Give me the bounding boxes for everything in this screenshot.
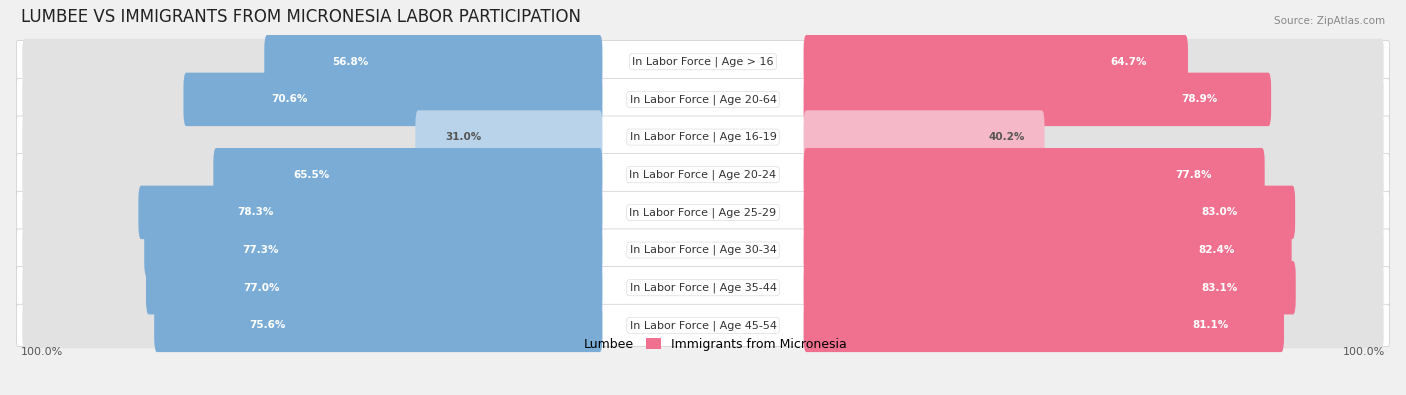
Text: In Labor Force | Age > 16: In Labor Force | Age > 16	[633, 56, 773, 67]
FancyBboxPatch shape	[17, 154, 1389, 196]
FancyBboxPatch shape	[17, 116, 1389, 158]
FancyBboxPatch shape	[811, 76, 1384, 122]
Text: In Labor Force | Age 25-29: In Labor Force | Age 25-29	[630, 207, 776, 218]
Text: In Labor Force | Age 45-54: In Labor Force | Age 45-54	[630, 320, 776, 331]
FancyBboxPatch shape	[17, 78, 1389, 120]
FancyBboxPatch shape	[811, 190, 1384, 235]
Text: 75.6%: 75.6%	[249, 320, 285, 330]
Text: 56.8%: 56.8%	[332, 57, 368, 67]
Text: 78.3%: 78.3%	[238, 207, 274, 217]
FancyBboxPatch shape	[22, 190, 595, 235]
FancyBboxPatch shape	[811, 227, 1384, 273]
FancyBboxPatch shape	[155, 299, 602, 352]
Text: 82.4%: 82.4%	[1198, 245, 1234, 255]
FancyBboxPatch shape	[17, 229, 1389, 271]
FancyBboxPatch shape	[183, 73, 602, 126]
FancyBboxPatch shape	[811, 152, 1384, 198]
FancyBboxPatch shape	[17, 304, 1389, 346]
Text: 77.0%: 77.0%	[243, 283, 280, 293]
Text: 64.7%: 64.7%	[1111, 57, 1147, 67]
Text: In Labor Force | Age 35-44: In Labor Force | Age 35-44	[630, 282, 776, 293]
FancyBboxPatch shape	[804, 223, 1292, 277]
FancyBboxPatch shape	[22, 227, 595, 273]
FancyBboxPatch shape	[264, 35, 602, 88]
FancyBboxPatch shape	[811, 303, 1384, 348]
Text: In Labor Force | Age 20-24: In Labor Force | Age 20-24	[630, 169, 776, 180]
FancyBboxPatch shape	[811, 114, 1384, 160]
Text: 83.1%: 83.1%	[1202, 283, 1239, 293]
FancyBboxPatch shape	[811, 265, 1384, 311]
FancyBboxPatch shape	[22, 303, 595, 348]
FancyBboxPatch shape	[811, 39, 1384, 85]
Text: In Labor Force | Age 30-34: In Labor Force | Age 30-34	[630, 245, 776, 255]
Text: LUMBEE VS IMMIGRANTS FROM MICRONESIA LABOR PARTICIPATION: LUMBEE VS IMMIGRANTS FROM MICRONESIA LAB…	[21, 8, 581, 26]
FancyBboxPatch shape	[138, 186, 602, 239]
Text: 78.9%: 78.9%	[1181, 94, 1218, 104]
FancyBboxPatch shape	[145, 223, 602, 277]
FancyBboxPatch shape	[17, 267, 1389, 309]
Text: 100.0%: 100.0%	[1343, 348, 1385, 357]
FancyBboxPatch shape	[22, 265, 595, 311]
Text: 83.0%: 83.0%	[1201, 207, 1237, 217]
FancyBboxPatch shape	[22, 39, 595, 85]
FancyBboxPatch shape	[146, 261, 602, 314]
Text: 100.0%: 100.0%	[21, 348, 63, 357]
Text: In Labor Force | Age 20-64: In Labor Force | Age 20-64	[630, 94, 776, 105]
FancyBboxPatch shape	[415, 110, 602, 164]
FancyBboxPatch shape	[804, 110, 1045, 164]
Text: In Labor Force | Age 16-19: In Labor Force | Age 16-19	[630, 132, 776, 142]
FancyBboxPatch shape	[804, 73, 1271, 126]
Text: 77.3%: 77.3%	[242, 245, 278, 255]
FancyBboxPatch shape	[804, 35, 1188, 88]
Text: 65.5%: 65.5%	[294, 170, 330, 180]
FancyBboxPatch shape	[17, 41, 1389, 83]
Text: 40.2%: 40.2%	[988, 132, 1025, 142]
FancyBboxPatch shape	[804, 148, 1264, 201]
FancyBboxPatch shape	[214, 148, 602, 201]
FancyBboxPatch shape	[22, 76, 595, 122]
Text: 81.1%: 81.1%	[1192, 320, 1229, 330]
Text: 31.0%: 31.0%	[446, 132, 482, 142]
Legend: Lumbee, Immigrants from Micronesia: Lumbee, Immigrants from Micronesia	[554, 333, 852, 356]
FancyBboxPatch shape	[804, 186, 1295, 239]
Text: 70.6%: 70.6%	[271, 94, 308, 104]
FancyBboxPatch shape	[22, 114, 595, 160]
FancyBboxPatch shape	[804, 261, 1296, 314]
FancyBboxPatch shape	[17, 191, 1389, 233]
Text: Source: ZipAtlas.com: Source: ZipAtlas.com	[1274, 16, 1385, 26]
FancyBboxPatch shape	[804, 299, 1284, 352]
FancyBboxPatch shape	[22, 152, 595, 198]
Text: 77.8%: 77.8%	[1175, 170, 1212, 180]
